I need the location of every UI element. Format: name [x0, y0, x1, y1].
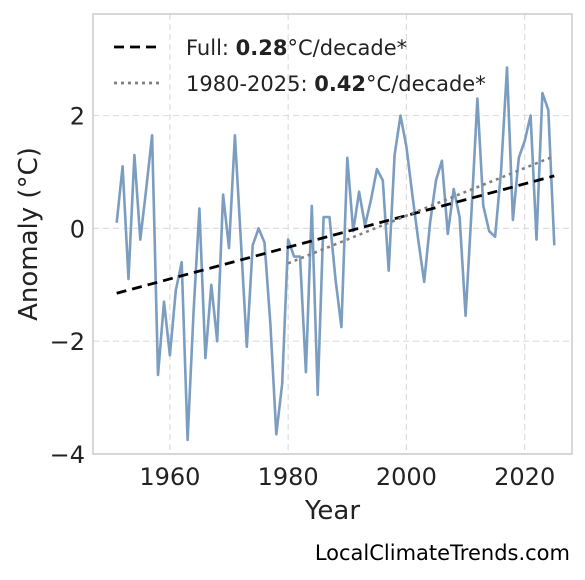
x-tick-label: 1960: [139, 463, 200, 491]
y-tick-label: 0: [70, 215, 85, 243]
x-tick-label: 1980: [258, 463, 319, 491]
x-tick-label: 2020: [494, 463, 555, 491]
y-tick-label: −2: [50, 328, 85, 356]
y-tick-label: 2: [70, 103, 85, 131]
legend-label: 1980-2025: 0.42°C/decade*: [186, 72, 486, 96]
legend-label: Full: 0.28°C/decade*: [186, 36, 407, 60]
x-tick-label: 2000: [376, 463, 437, 491]
y-tick-label: −4: [50, 441, 85, 469]
x-axis-title: Year: [304, 496, 360, 526]
trend-line-1980-2025: [287, 154, 555, 265]
trend-line-full: [116, 174, 555, 295]
anomaly-series-line: [115, 66, 556, 442]
credit-text: LocalClimateTrends.com: [315, 541, 570, 565]
y-axis-title: Anomaly (°C): [14, 147, 44, 321]
plot-frame: [92, 13, 573, 455]
legend: Full: 0.28°C/decade* 1980-2025: 0.42°C/de…: [114, 36, 486, 96]
